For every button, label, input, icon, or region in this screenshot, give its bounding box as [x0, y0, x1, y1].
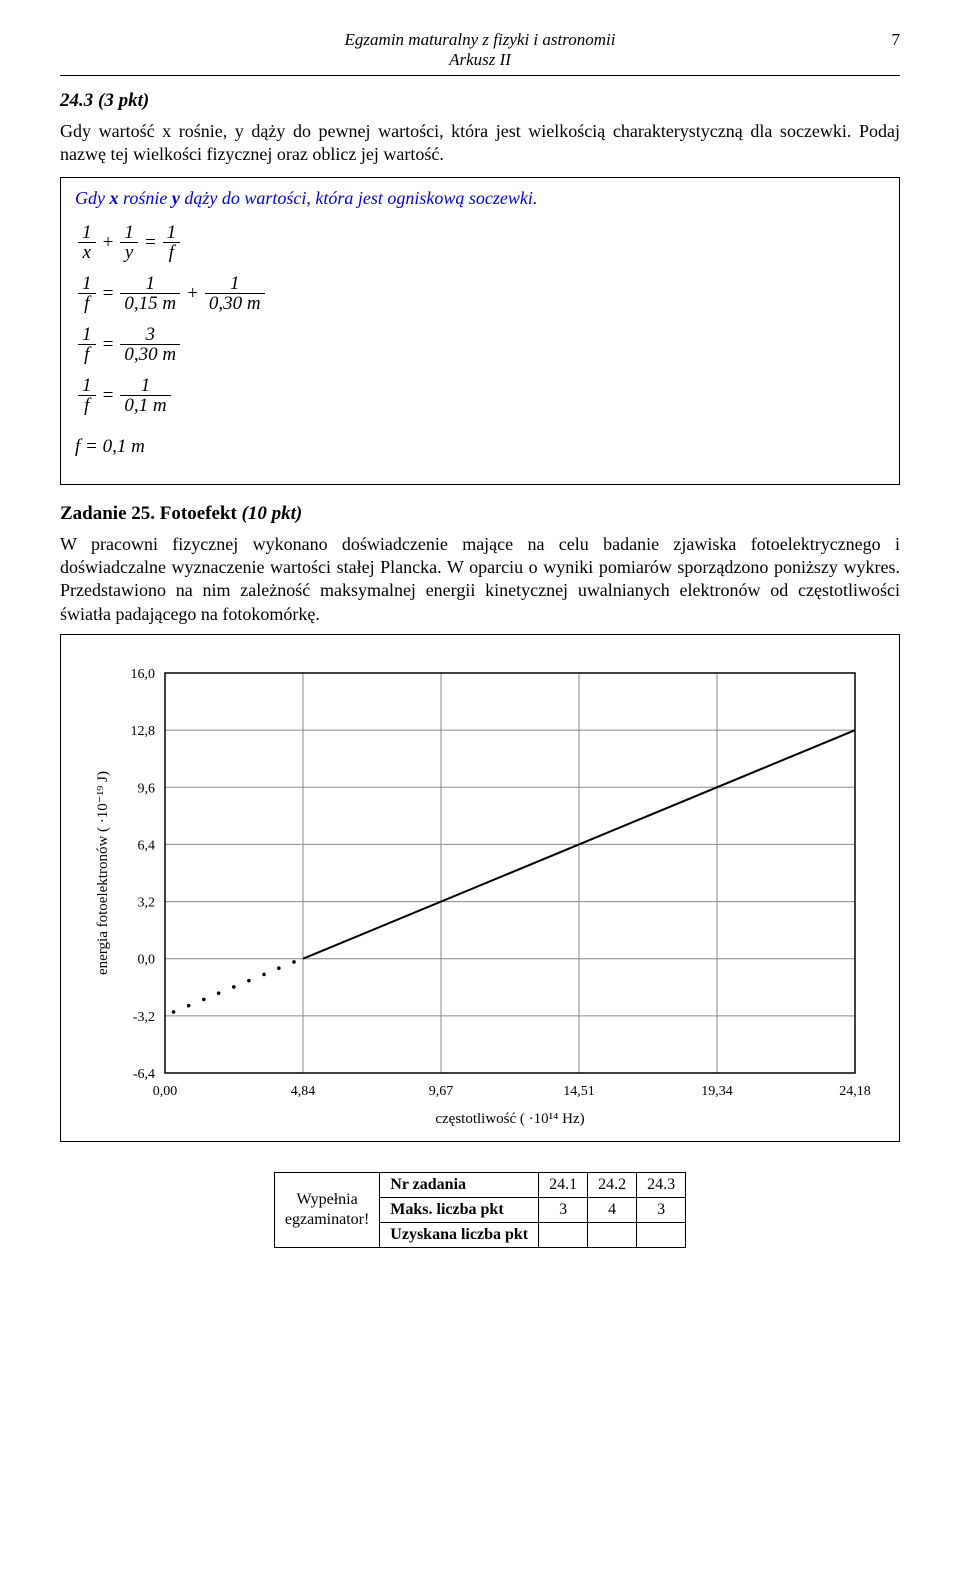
eq4: 1f = 10,1 m: [75, 376, 885, 415]
row2-label: Maks. liczba pkt: [380, 1198, 539, 1223]
svg-text:-6,4: -6,4: [133, 1067, 155, 1082]
svg-text:12,8: 12,8: [131, 724, 156, 739]
svg-text:0,00: 0,00: [153, 1084, 178, 1099]
row3-c1: [539, 1223, 588, 1248]
row3-c3: [637, 1223, 686, 1248]
svg-text:9,6: 9,6: [138, 781, 156, 796]
score-table: Wypełnia egzaminator! Nr zadania 24.1 24…: [274, 1172, 686, 1248]
row1-c2: 24.2: [588, 1173, 637, 1198]
svg-text:0,0: 0,0: [138, 953, 156, 968]
svg-text:4,84: 4,84: [291, 1084, 316, 1099]
svg-text:3,2: 3,2: [138, 896, 156, 911]
row2-c3: 3: [637, 1198, 686, 1223]
eq5: f = 0,1 m: [75, 437, 885, 456]
svg-text:16,0: 16,0: [131, 667, 156, 682]
chart-container: 0,00 4,84 9,67 14,51 19,34 24,18 -6,4 -3,2 0,0 3,…: [60, 634, 900, 1142]
score-side-label: Wypełnia egzaminator!: [274, 1173, 379, 1248]
q24-title: 24.3 (3 pkt): [60, 90, 900, 112]
q24-prompt: Gdy wartość x rośnie, y dąży do pewnej w…: [60, 120, 900, 167]
row3-c2: [588, 1223, 637, 1248]
score-table-wrap: Wypełnia egzaminator! Nr zadania 24.1 24…: [60, 1172, 900, 1248]
row1-label: Nr zadania: [380, 1173, 539, 1198]
header-title-line2: Arkusz II: [449, 50, 511, 69]
eq3: 1f = 30,30 m: [75, 325, 885, 364]
q24-answer-text: Gdy x rośnie y dąży do wartości, która j…: [75, 188, 885, 209]
page-number: 7: [892, 30, 901, 50]
row2-c1: 3: [539, 1198, 588, 1223]
svg-text:14,51: 14,51: [563, 1084, 595, 1099]
svg-text:-3,2: -3,2: [133, 1010, 155, 1025]
photoelectric-chart: 0,00 4,84 9,67 14,51 19,34 24,18 -6,4 -3,2 0,0 3,…: [85, 653, 875, 1133]
row3-label: Uzyskana liczba pkt: [380, 1223, 539, 1248]
q25-body: W pracowni fizycznej wykonano doświadcze…: [60, 533, 900, 627]
row1-c1: 24.1: [539, 1173, 588, 1198]
q25-title-main: Zadanie 25. Fotoefekt: [60, 503, 242, 524]
eq2: 1f = 10,15 m + 10,30 m: [75, 274, 885, 313]
q25-title-pts: (10 pkt): [242, 503, 303, 524]
page-header: Egzamin maturalny z fizyki i astronomii …: [60, 30, 900, 76]
svg-text:energia fotoelektronów ( ·10⁻¹: energia fotoelektronów ( ·10⁻¹⁹ J): [95, 771, 111, 975]
eq1: 1x + 1y = 1f: [75, 223, 885, 262]
svg-text:6,4: 6,4: [138, 839, 156, 854]
header-title: Egzamin maturalny z fizyki i astronomii …: [345, 30, 616, 71]
q24-answer-box: Gdy x rośnie y dąży do wartości, która j…: [60, 177, 900, 485]
row2-c2: 4: [588, 1198, 637, 1223]
q25-title: Zadanie 25. Fotoefekt (10 pkt): [60, 503, 900, 525]
header-title-line1: Egzamin maturalny z fizyki i astronomii: [345, 30, 616, 49]
row1-c3: 24.3: [637, 1173, 686, 1198]
svg-text:24,18: 24,18: [839, 1084, 871, 1099]
svg-text:19,34: 19,34: [701, 1084, 733, 1099]
svg-text:częstotliwość ( ·10¹⁴ Hz): częstotliwość ( ·10¹⁴ Hz): [435, 1111, 584, 1127]
svg-text:9,67: 9,67: [429, 1084, 454, 1099]
